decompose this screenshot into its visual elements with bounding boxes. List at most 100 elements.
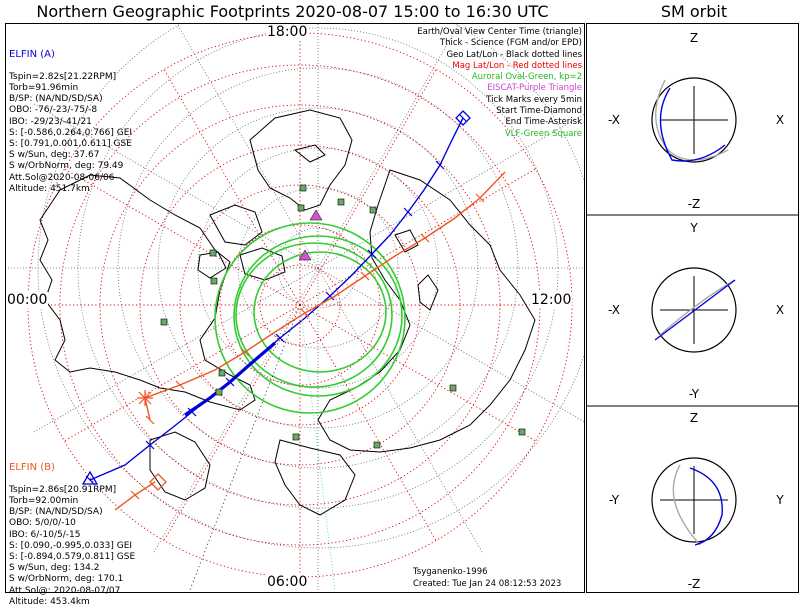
coastline-segment — [239, 247, 286, 281]
vlf-square — [337, 198, 345, 206]
legend: Earth/Oval View Center Time (triangle) Th… — [417, 27, 582, 140]
coastline-segment — [394, 229, 419, 253]
vlf-square — [210, 277, 218, 285]
sm-orbit-b — [655, 79, 729, 161]
elfin-a-line: S: [0.791,0.001,0.611] GSE — [9, 139, 132, 150]
sm-earth-outline — [651, 77, 737, 163]
oval-outer-2 — [233, 235, 403, 397]
elfin-a-tick — [275, 333, 285, 343]
elfin-a-tick — [325, 291, 335, 301]
elfin-a-line: B/SP: (NA/ND/SD/SA) — [9, 94, 103, 105]
sm-label-right: Y — [775, 493, 784, 507]
footprint-tracks — [81, 110, 506, 591]
elfin-a-tick — [367, 249, 377, 259]
elfin-b-line: Att.Sol@: 2020-08-07/07 — [9, 585, 121, 596]
mag-lon-line — [64, 168, 301, 306]
sm-orbit-b — [672, 464, 701, 546]
elfin-b-line: S w/OrbNorm, deg: 170.1 — [9, 574, 124, 585]
hour-label-top: 18:00 — [266, 24, 309, 40]
mag-lon-line — [163, 304, 301, 541]
vlf-square — [373, 441, 381, 449]
vlf-square — [449, 384, 457, 392]
mag-lat-circle — [179, 184, 421, 426]
hour-label-left: 00:00 — [6, 292, 49, 308]
elfin-b-line: IBO: 6/-10/5/-15 — [9, 529, 81, 540]
elfin-a-line: IBO: -29/23/-41/21 — [9, 116, 92, 127]
legend-entry: End Time-Asterisk — [505, 117, 582, 128]
geo-lon-line — [32, 267, 319, 434]
elfin-b-tick — [175, 380, 185, 390]
sm-label-left: -Y — [609, 493, 620, 507]
elfin-a-start-triangle — [81, 470, 99, 485]
elfin-b-tick — [420, 233, 430, 243]
sm-label-top: Z — [690, 411, 698, 425]
legend-entry: Auroral Oval-Green, kp=2 — [471, 72, 582, 83]
elfin-b-line: S w/Sun, deg: 134.2 — [9, 563, 100, 574]
eiscat-triangle — [309, 209, 323, 221]
vlf-square — [299, 184, 307, 192]
elfin-a-line: Att.Sol@2020-08-06/06 — [9, 172, 115, 183]
coastline-segment — [293, 144, 326, 163]
credit-created: Created: Tue Jan 24 08:12:53 2023 — [413, 579, 562, 589]
credit-model: Tsyganenko-1996 — [413, 567, 488, 577]
elfin-a-line: Altitude: 451.7km — [9, 183, 90, 194]
legend-entry: Mag Lat/Lon - Red dotted lines — [452, 60, 582, 71]
vlf-square — [518, 428, 526, 436]
elfin-b-tick — [360, 271, 370, 281]
elfin-b-line: Tspin=2.86s[20.91RPM] — [9, 484, 117, 495]
elfin-a-tick — [187, 407, 197, 417]
elfin-a-line: S w/Sun, deg: 37.67 — [9, 150, 100, 161]
elfin-a-tick — [225, 377, 235, 387]
coastline-segment — [209, 204, 263, 246]
elfin-b-line: Torb=92.00min — [9, 496, 79, 507]
elfin-a-tick — [435, 160, 445, 170]
elfin-a-track — [89, 117, 464, 481]
sm-orbit-plots: Z -Z -X X Y -Y -X X Z -Z -Y Y — [608, 31, 784, 591]
legend-entry: VLF-Green Square — [504, 128, 582, 139]
sm-earth-outline — [651, 267, 737, 353]
mag-lon-line — [299, 304, 536, 442]
vlf-square — [215, 388, 223, 396]
legend-entry: Thick - Science (FGM and/or EPD) — [439, 38, 582, 49]
sm-label-bottom: -Z — [688, 577, 701, 591]
geo-lon-line — [32, 102, 319, 269]
auroral-oval — [214, 222, 406, 414]
legend-entry: Start Time-Diamond — [496, 106, 582, 117]
sm-label-left: -X — [608, 303, 620, 317]
elfin-b-line: S: [-0.894,0.579,0.811] GSE — [9, 552, 136, 563]
vlf-square — [218, 369, 226, 377]
mag-lon-line — [299, 168, 536, 306]
sm-label-top: Y — [689, 221, 698, 235]
elfin-a-line: S w/OrbNorm, deg: 79.49 — [9, 161, 124, 172]
sm-label-left: -X — [608, 113, 620, 127]
elfin-b-tick — [240, 347, 250, 357]
view-center-line-2 — [189, 304, 301, 591]
mag-lon-line — [299, 304, 437, 541]
mag-lat-circle — [259, 264, 341, 346]
elfin-a-science-segment — [184, 341, 277, 417]
elfin-b-line: S: [0.090,-0.995,0.033] GEI — [9, 540, 133, 551]
oval-inner — [235, 242, 393, 388]
sm-label-bottom: -Y — [689, 387, 700, 401]
map-frame — [5, 23, 585, 593]
mag-lon-line — [299, 69, 437, 306]
elfin-a-tick — [403, 207, 413, 217]
coastline-segment — [249, 109, 353, 211]
elfin-b-tick — [130, 490, 140, 500]
elfin-a-tick — [145, 440, 155, 450]
elfin-a-line: S: [-0.586,0.264,0.766] GEI — [9, 127, 133, 138]
sm-earth-outline — [651, 457, 737, 543]
elfin-b-track — [144, 171, 506, 421]
vlf-square — [209, 249, 217, 257]
sm-label-bottom: -Z — [688, 197, 701, 211]
elfin-a-tick — [458, 113, 468, 123]
geo-lon-line — [317, 267, 584, 423]
hour-label-bottom: 06:00 — [266, 574, 309, 590]
elfin-a-line: OBO: -76/-23/-75/-8 — [9, 105, 98, 116]
geo-lat-circle — [37, 24, 584, 549]
elfin-a-line: Tspin=2.82s[21.22RPM] — [9, 71, 117, 82]
sm-orbit-title: SM orbit — [660, 2, 728, 21]
elfin-b-line: Altitude: 453.4km — [9, 596, 90, 607]
page-title: Northern Geographic Footprints 2020-08-0… — [36, 2, 549, 21]
oval-inner-2 — [253, 251, 387, 373]
